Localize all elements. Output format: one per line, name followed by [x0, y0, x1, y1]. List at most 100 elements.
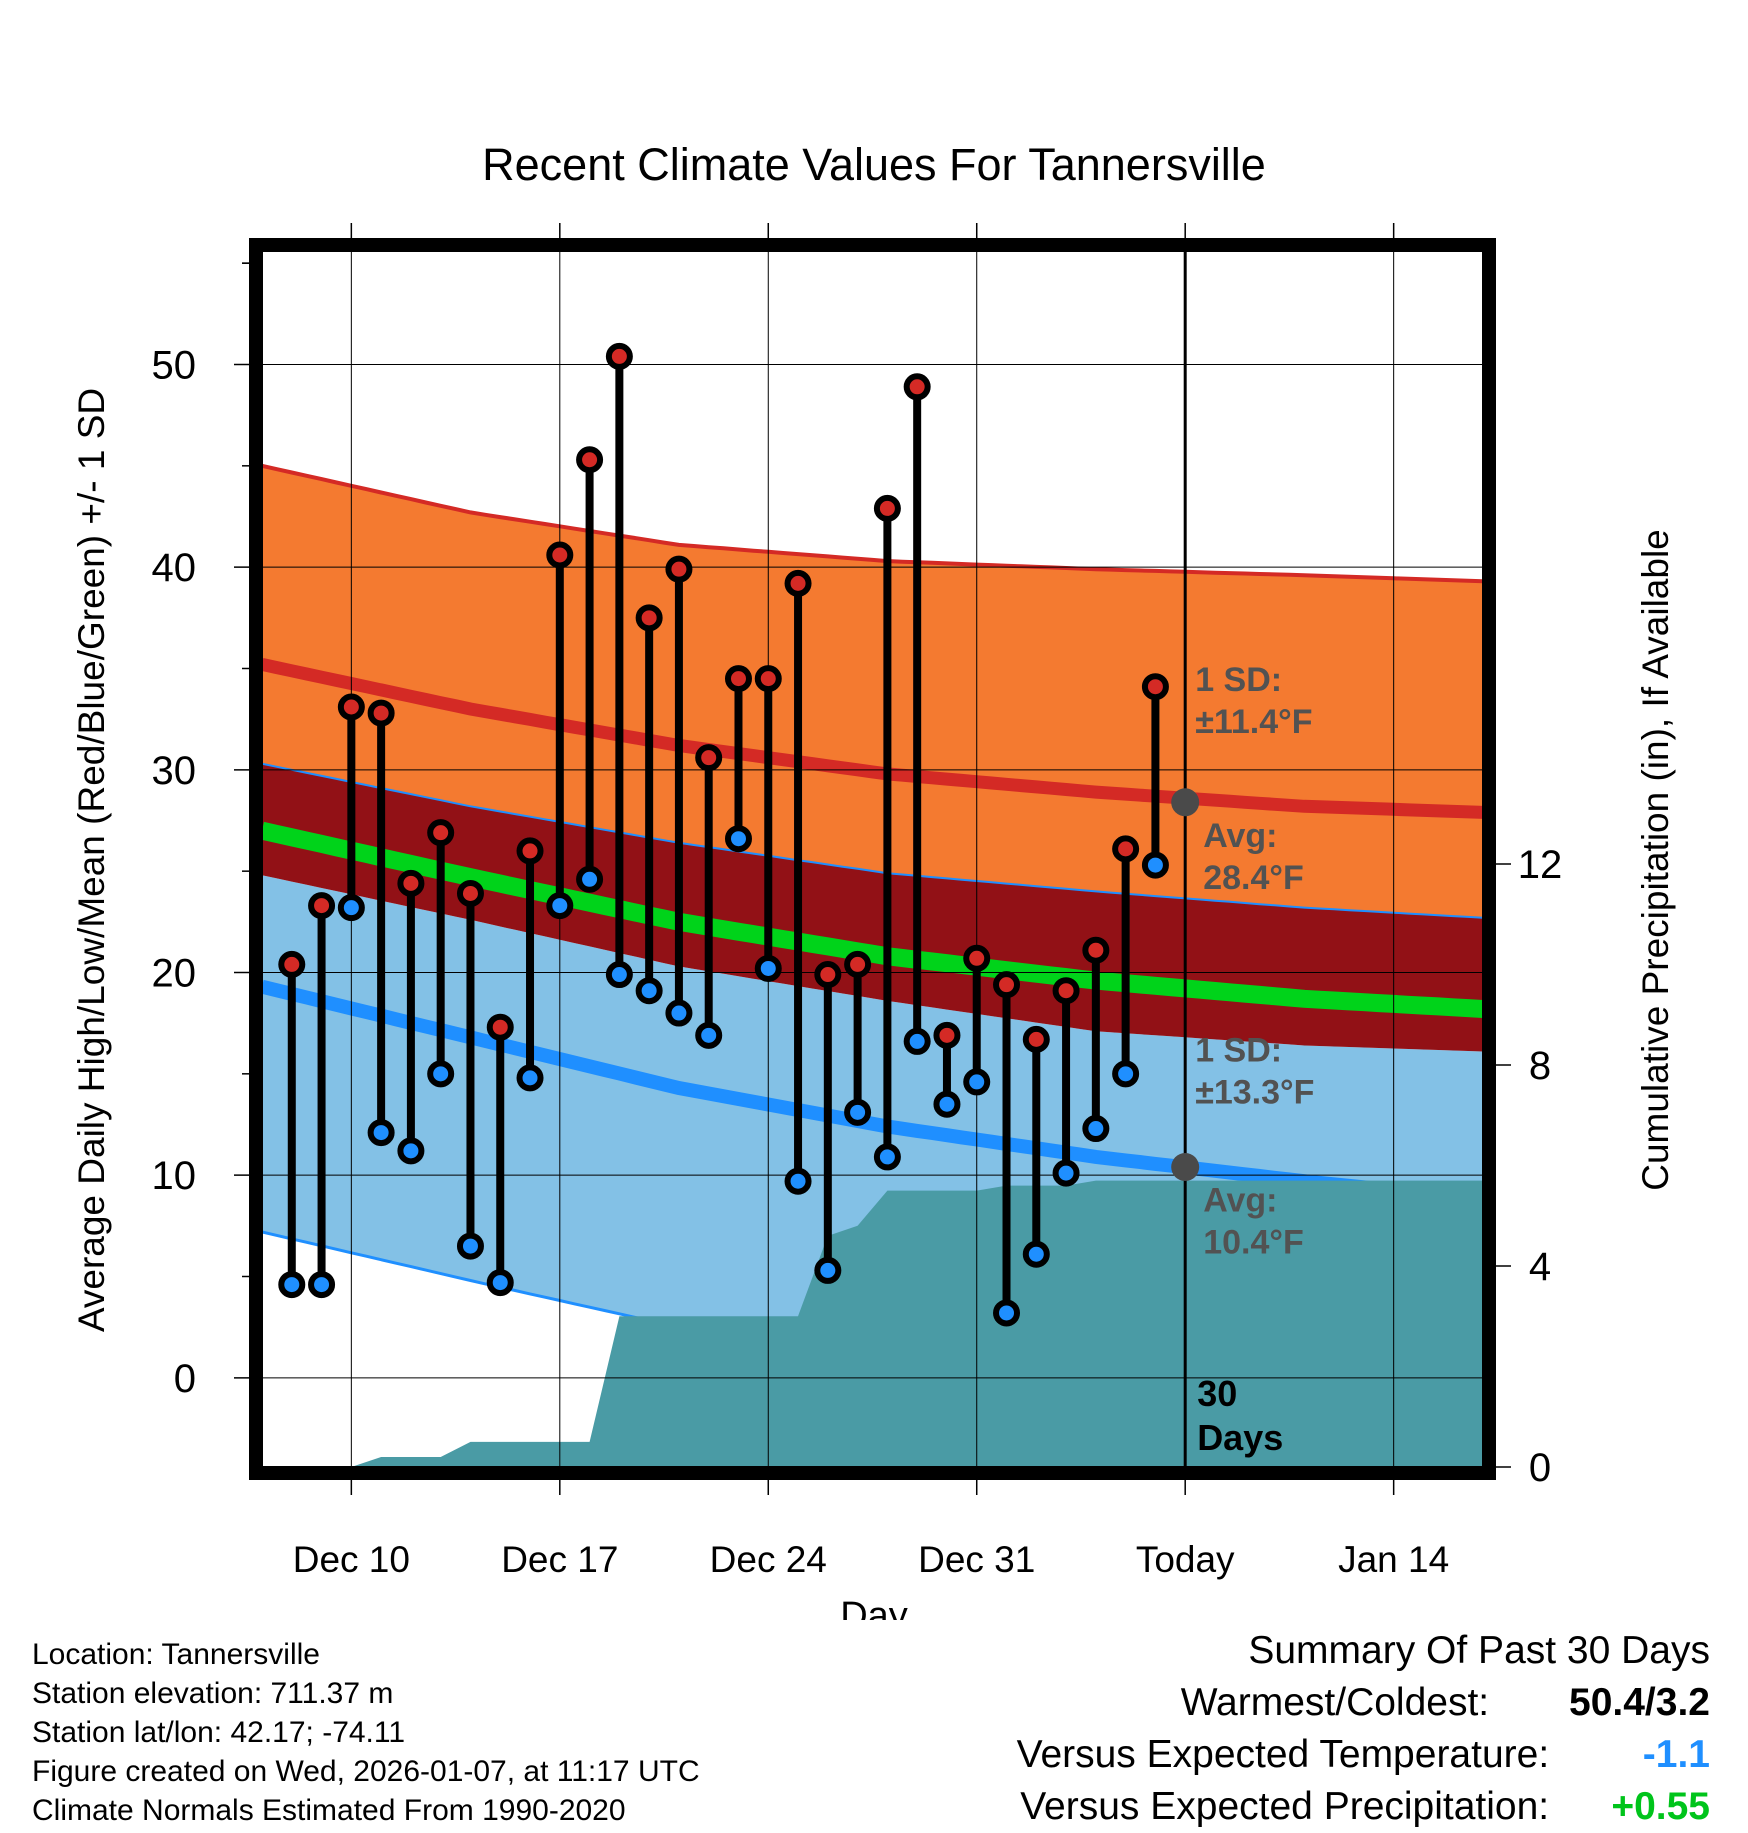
- daily-high-point: [963, 944, 991, 972]
- daily-high-point: [308, 892, 336, 920]
- daily-low-point: [903, 1027, 931, 1055]
- text-line: ±11.4°F: [1195, 703, 1312, 741]
- high-avg-label: Avg: 28.4°F: [1203, 817, 1304, 897]
- x-tick-label: Dec 31: [918, 1539, 1035, 1580]
- today-low-avg-marker: [1171, 1153, 1200, 1182]
- daily-high-point: [724, 665, 752, 693]
- daily-high-point: [1022, 1025, 1050, 1053]
- plot-area: [262, 251, 1483, 1467]
- x-tick-label: Jan 14: [1338, 1539, 1449, 1580]
- y-right-tick-label: 8: [1529, 1044, 1551, 1088]
- daily-high-point: [397, 869, 425, 897]
- high-minus-sd-line: [262, 762, 1483, 919]
- daily-low-point: [516, 1064, 544, 1092]
- daily-low-point: [576, 865, 604, 893]
- daily-low-point: [695, 1021, 723, 1049]
- summary-panel: Summary Of Past 30 Days Warmest/Coldest:…: [1017, 1625, 1710, 1833]
- low-sd-label: 1 SD: ±13.3°F: [1195, 1032, 1314, 1112]
- daily-high-point: [784, 569, 812, 597]
- daily-low-point: [546, 892, 574, 920]
- high-sd-label: 1 SD: ±11.4°F: [1195, 661, 1312, 741]
- warmest-coldest-row: Warmest/Coldest: 50.4/3.2: [1017, 1677, 1710, 1729]
- daily-low-point: [397, 1137, 425, 1165]
- low-avg-label: Avg: 10.4°F: [1203, 1182, 1304, 1262]
- daily-low-point: [724, 825, 752, 853]
- y-left-tick-label: 10: [152, 1154, 197, 1198]
- daily-high-point: [754, 665, 782, 693]
- text-line: 1 SD:: [1195, 661, 1282, 699]
- temp-departure-row: Versus Expected Temperature: -1.1: [1017, 1729, 1710, 1781]
- x-tick-label: Today: [1136, 1539, 1235, 1580]
- daily-low-point: [308, 1271, 336, 1299]
- y-left-tick-label: 0: [174, 1357, 196, 1401]
- warmest-coldest-value: 50.4/3.2: [1569, 1681, 1710, 1724]
- low-avg-line: [262, 979, 1483, 1207]
- precip-area: [262, 1180, 1483, 1467]
- daily-high-point: [903, 373, 931, 401]
- daily-high-point: [695, 744, 723, 772]
- precip-departure-value: +0.55: [1611, 1785, 1710, 1828]
- text-line: Days: [1197, 1417, 1283, 1458]
- daily-low-point: [754, 954, 782, 982]
- daily-low-point: [635, 977, 663, 1005]
- y-right-tick-label: 0: [1529, 1446, 1551, 1490]
- today-high-avg-marker: [1171, 788, 1200, 817]
- y-right-tick-label: 4: [1529, 1245, 1551, 1289]
- daily-low-point: [844, 1098, 872, 1126]
- plot-frame: [249, 238, 1496, 1480]
- precip-departure-label: Versus Expected Precipitation:: [1020, 1785, 1550, 1828]
- daily-high-point: [278, 950, 306, 978]
- y-axis-right-label: Cumulative Precipitation (in), If Availa…: [1635, 529, 1676, 1191]
- daily-low-point: [367, 1119, 395, 1147]
- daily-low-point: [337, 894, 365, 922]
- daily-low-point: [784, 1167, 812, 1195]
- location-text: Location: Tannersville: [32, 1638, 320, 1671]
- text-line: 28.4°F: [1203, 859, 1304, 897]
- y-left-tick-label: 20: [152, 951, 197, 995]
- text-line: ±13.3°F: [1195, 1074, 1314, 1112]
- daily-low-point: [933, 1090, 961, 1118]
- y-right-tick-label: 12: [1518, 843, 1563, 887]
- elevation-text: Station elevation: 711.37 m: [32, 1677, 394, 1710]
- x-tick-label: Dec 24: [710, 1539, 827, 1580]
- daily-high-point: [486, 1013, 514, 1041]
- text-line: 10.4°F: [1203, 1224, 1304, 1262]
- y-left-tick-label: 50: [152, 343, 197, 387]
- daily-high-point: [546, 541, 574, 569]
- x-axis-label: Day: [840, 1595, 908, 1620]
- daily-low-point: [1022, 1240, 1050, 1268]
- created-text: Figure created on Wed, 2026-01-07, at 11…: [32, 1755, 700, 1788]
- daily-high-point: [1141, 673, 1169, 701]
- daily-high-point: [873, 494, 901, 522]
- station-info: Location: Tannersville Station elevation…: [32, 1635, 700, 1830]
- daily-high-point: [1082, 936, 1110, 964]
- summary-title: Summary Of Past 30 Days: [1248, 1629, 1710, 1672]
- high-avg-line: [262, 658, 1483, 819]
- daily-high-point: [844, 950, 872, 978]
- x-tick-label: Dec 10: [293, 1539, 410, 1580]
- precip-departure-row: Versus Expected Precipitation: +0.55: [1017, 1781, 1710, 1833]
- mean-avg-line: [262, 821, 1483, 1018]
- today-days-label: 30 Days: [1197, 1373, 1283, 1458]
- daily-low-point: [1141, 851, 1169, 879]
- text-line: Avg:: [1203, 1182, 1277, 1220]
- daily-low-point: [873, 1143, 901, 1171]
- latlon-text: Station lat/lon: 42.17; -74.11: [32, 1716, 406, 1749]
- chart-title: Recent Climate Values For Tannersville: [482, 139, 1266, 190]
- daily-low-point: [1112, 1060, 1140, 1088]
- daily-high-point: [635, 604, 663, 632]
- y-axis-left-label: Average Daily High/Low/Mean (Red/Blue/Gr…: [71, 388, 112, 1332]
- temp-departure-value: -1.1: [1642, 1733, 1710, 1776]
- daily-high-point: [576, 446, 604, 474]
- daily-low-point: [1082, 1115, 1110, 1143]
- daily-high-point: [1052, 977, 1080, 1005]
- y-left-tick-label: 30: [152, 749, 197, 793]
- temp-departure-label: Versus Expected Temperature:: [1016, 1733, 1550, 1776]
- daily-high-point: [337, 693, 365, 721]
- daily-low-point: [1052, 1159, 1080, 1187]
- daily-high-point: [427, 819, 455, 847]
- daily-high-point: [933, 1021, 961, 1049]
- daily-high-point: [367, 699, 395, 727]
- daily-high-point: [814, 961, 842, 989]
- daily-low-point: [963, 1068, 991, 1096]
